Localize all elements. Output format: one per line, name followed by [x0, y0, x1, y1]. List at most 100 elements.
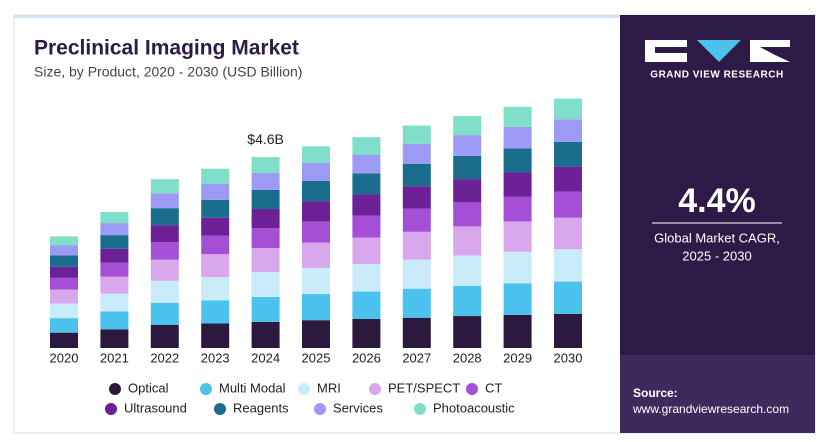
x-tick-label: 2029	[503, 350, 532, 365]
x-tick-label: 2030	[554, 350, 583, 365]
legend-label: Services	[333, 400, 383, 415]
bar-segment	[302, 221, 330, 243]
x-tick-label: 2026	[352, 350, 381, 365]
legend-label: Ultrasound	[124, 400, 187, 415]
bar-segment	[453, 226, 482, 256]
x-tick-label: 2028	[453, 350, 482, 365]
legend-marker	[105, 403, 117, 415]
bar-segment	[352, 194, 381, 216]
bar-segment	[150, 280, 179, 303]
bar-segment	[251, 208, 280, 229]
bar-segment	[503, 106, 532, 127]
brand: GRAND VIEW RESEARCH	[650, 70, 783, 81]
source-url: www.grandviewresearch.com	[632, 402, 789, 416]
annotation: $4.6B	[247, 131, 284, 147]
legend-marker	[214, 403, 226, 415]
bar-segment	[100, 248, 129, 263]
bar-segment	[402, 208, 431, 232]
bar-segment	[50, 255, 78, 267]
bar-segment	[503, 251, 532, 284]
bar-segment	[453, 179, 482, 203]
bar-segment	[100, 211, 129, 224]
bar-segment	[50, 277, 78, 290]
bar-segment	[201, 168, 230, 184]
bar-segment	[201, 199, 230, 218]
legend-marker	[109, 383, 121, 395]
bar-segment	[402, 143, 431, 164]
bar-segment	[302, 201, 330, 222]
x-tick-label: 2020	[50, 350, 79, 365]
x-tick-label: 2023	[201, 350, 230, 365]
bar-segment	[302, 180, 330, 202]
logo-cut	[655, 47, 687, 53]
cagr-caption: 2025 - 2030	[682, 248, 751, 263]
bar-segment	[251, 172, 280, 190]
bar-segment	[150, 242, 179, 260]
bar-segment	[503, 314, 532, 348]
chart-title: Preclinical Imaging Market	[34, 37, 299, 60]
bar-segment	[352, 264, 381, 292]
logo-cut	[760, 47, 790, 62]
bar-segment	[402, 186, 431, 209]
bar-segment	[554, 313, 582, 348]
bar-segment	[201, 183, 230, 200]
bar-segment	[50, 289, 78, 304]
bar-segment	[201, 254, 230, 278]
bar-segment	[251, 321, 280, 348]
bar-segment	[503, 126, 532, 149]
cagr: 4.4%	[678, 182, 756, 220]
bar-segment	[100, 235, 129, 249]
bar-segment	[100, 262, 129, 277]
bar-segment	[302, 267, 330, 295]
bar-segment	[201, 300, 230, 324]
legend-marker	[200, 383, 212, 395]
bar-segment	[50, 303, 78, 319]
logo	[645, 40, 790, 62]
bar-segment	[352, 291, 381, 319]
bar-segment	[100, 223, 129, 236]
bar-segment	[402, 125, 431, 144]
legend-marker	[466, 383, 478, 395]
bar-segment	[453, 116, 482, 136]
x-tick-label: 2021	[100, 350, 129, 365]
legend-label: MRI	[317, 380, 341, 395]
bar-segment	[352, 173, 381, 195]
bar-segment	[554, 98, 582, 120]
bar-segment	[50, 245, 78, 256]
legend-label: Multi Modal	[219, 380, 286, 395]
bar-segment	[150, 208, 179, 226]
bar-segment	[201, 277, 230, 301]
bar-segment	[453, 155, 482, 180]
bar-segment	[251, 296, 280, 322]
bar-segment	[402, 231, 431, 260]
bar-segment	[503, 221, 532, 252]
x-tick-label: 2025	[302, 350, 331, 365]
bar-segment	[50, 236, 78, 246]
bar-segment	[352, 154, 381, 174]
bar-segment	[150, 225, 179, 243]
bar-segment	[503, 148, 532, 173]
x-tick-label: 2027	[402, 350, 431, 365]
bar-segment	[352, 137, 381, 155]
legend-label: CT	[485, 380, 502, 395]
x-tick-label: 2022	[150, 350, 179, 365]
bar-segment	[201, 217, 230, 236]
bar-segment	[302, 320, 330, 348]
bar-segment	[402, 163, 431, 187]
logo-v	[697, 40, 741, 62]
bar-segment	[302, 162, 330, 181]
legend-label: PET/SPECT	[388, 380, 460, 395]
legend-marker	[369, 383, 381, 395]
bar-segment	[453, 285, 482, 317]
source-box	[620, 355, 815, 433]
bar-segment	[150, 179, 179, 194]
bar-segment	[503, 283, 532, 315]
bar-segment	[554, 191, 582, 218]
bar-segment	[402, 317, 431, 348]
bar-segment	[503, 172, 532, 197]
bar-segment	[402, 288, 431, 318]
bar-segment	[554, 281, 582, 314]
bar-segment	[453, 316, 482, 348]
bar-segment	[554, 249, 582, 282]
